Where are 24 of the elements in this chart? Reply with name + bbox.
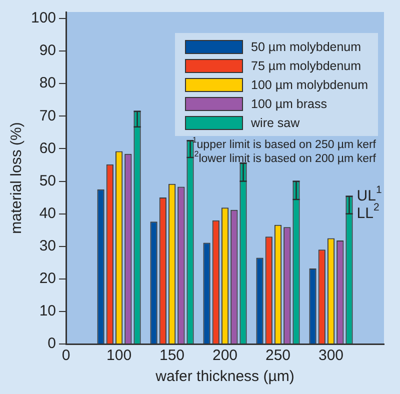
- y-axis-title: material loss (%): [8, 122, 26, 234]
- y-tick-label: 80: [39, 74, 56, 92]
- y-tick-label: 30: [39, 237, 56, 254]
- y-tick-label: 40: [39, 204, 56, 222]
- legend-label: 75 µm molybdenum: [250, 58, 362, 75]
- y-tick-label: 60: [39, 140, 56, 157]
- y-tick-label: 100: [30, 10, 56, 27]
- x-tick-label: 200: [212, 347, 238, 364]
- legend-label: wire saw: [250, 114, 301, 132]
- legend-label: 100 µm brass: [250, 96, 328, 113]
- y-tick-label: 50: [39, 172, 56, 190]
- y-tick-label: 20: [39, 270, 56, 288]
- x-axis-title: wafer thickness (µm): [154, 368, 294, 386]
- legend-label: 50 µm molybdenum: [250, 38, 362, 56]
- x-tick-label: 0: [62, 347, 70, 364]
- x-tick-label: 150: [160, 347, 185, 364]
- y-tick-label: 0: [48, 335, 56, 352]
- x-tick-label: 100: [106, 347, 132, 364]
- x-tick-label: 300: [318, 347, 344, 364]
- y-tick-label: 90: [39, 42, 56, 60]
- x-tick-label: 250: [265, 347, 291, 364]
- y-tick-label: 10: [39, 302, 56, 320]
- legend-label: 100 µm molybdenum: [250, 76, 368, 94]
- y-tick-label: 70: [39, 107, 56, 124]
